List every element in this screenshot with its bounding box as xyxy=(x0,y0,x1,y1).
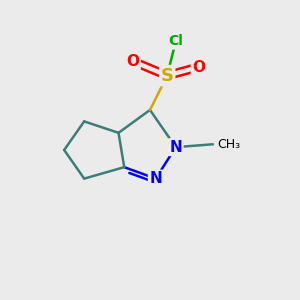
Text: S: S xyxy=(161,67,174,85)
Text: O: O xyxy=(126,54,139,69)
Text: Cl: Cl xyxy=(168,34,183,48)
Text: N: N xyxy=(169,140,182,154)
Text: CH₃: CH₃ xyxy=(217,138,240,151)
Text: O: O xyxy=(192,59,205,74)
Text: N: N xyxy=(149,171,162,186)
